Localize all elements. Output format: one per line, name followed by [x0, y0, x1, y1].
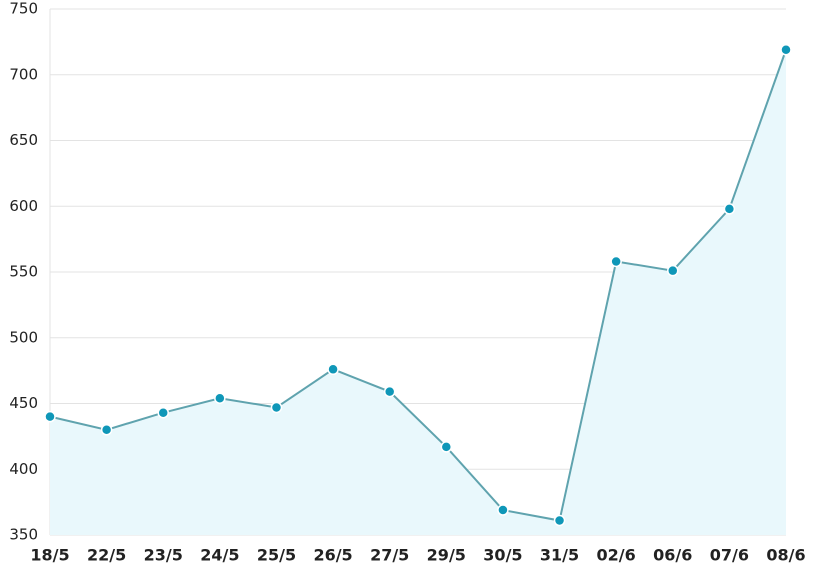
point — [440, 441, 453, 453]
y-tick-label: 650 — [9, 131, 38, 149]
x-tick-label: 07/6 — [710, 546, 749, 565]
point — [497, 504, 509, 516]
x-tick-label: 24/5 — [200, 546, 239, 565]
y-tick-label: 400 — [9, 460, 38, 478]
x-tick-label: 30/5 — [483, 546, 522, 565]
line — [49, 49, 787, 522]
point — [780, 44, 792, 56]
point — [383, 385, 396, 398]
point — [157, 406, 169, 419]
point — [270, 401, 283, 414]
y-tick-label: 750 — [9, 0, 38, 18]
x-tick-label: 23/5 — [144, 546, 183, 565]
point — [44, 410, 56, 423]
point — [610, 255, 622, 268]
point — [723, 203, 736, 215]
point — [553, 514, 566, 527]
x-tick-label: 08/6 — [766, 546, 805, 565]
y-tick-label: 550 — [9, 263, 38, 281]
x-tick-label: 18/5 — [30, 546, 69, 565]
x-tick-label: 27/5 — [370, 546, 409, 565]
y-tick-label: 450 — [9, 394, 38, 412]
area — [50, 49, 786, 535]
point — [327, 363, 339, 376]
x-tick-label: 31/5 — [540, 546, 579, 565]
x-tick-label: 26/5 — [313, 546, 352, 565]
y-tick-label: 500 — [9, 328, 38, 346]
x-tick-label: 25/5 — [257, 546, 296, 565]
y-tick-label: 600 — [9, 197, 38, 215]
point — [667, 264, 679, 277]
y-tick-label: 350 — [9, 526, 38, 544]
x-tick-label: 06/6 — [653, 546, 692, 565]
x-tick-label: 02/6 — [597, 546, 636, 565]
point — [100, 424, 113, 436]
y-tick-label: 700 — [9, 65, 38, 83]
point — [214, 392, 226, 404]
x-tick-label: 22/5 — [87, 546, 126, 565]
x-tick-label: 29/5 — [427, 546, 466, 565]
